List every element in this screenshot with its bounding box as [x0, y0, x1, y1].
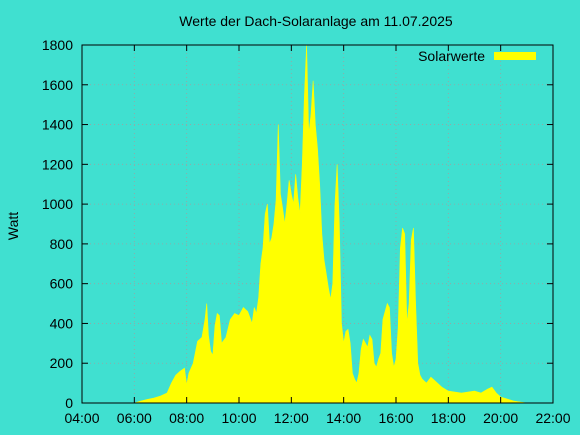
- y-tick-label: 0: [65, 395, 73, 411]
- x-tick-label: 06:00: [117, 410, 152, 426]
- grid-layer: [82, 45, 553, 403]
- chart-title: Werte der Dach-Solaranlage am 11.07.2025: [179, 13, 453, 29]
- y-tick-label: 1200: [42, 156, 73, 172]
- area-layer: [134, 44, 527, 404]
- series-area-solarwerte: [134, 44, 527, 404]
- y-tick-label: 1400: [42, 117, 73, 133]
- y-tick-label: 200: [50, 355, 74, 371]
- x-tick-label: 04:00: [64, 410, 99, 426]
- plot-frame: [81, 44, 554, 404]
- tick-layer: 0 200 400 600 800 1000 1200 1400 1600 1800 04:00 06…: [42, 37, 571, 426]
- y-axis-label: Watt: [5, 212, 21, 240]
- x-tick-label: 10:00: [221, 410, 256, 426]
- y-tick-label: 600: [50, 276, 74, 292]
- legend-label-solarwerte: Solarwerte: [418, 48, 485, 64]
- y-tick-label: 1000: [42, 196, 73, 212]
- axis-layer: [81, 44, 554, 404]
- x-tick-label: 14:00: [326, 410, 361, 426]
- y-tick-label: 400: [50, 315, 74, 331]
- y-tick-label: 1800: [42, 37, 73, 53]
- x-tick-label: 12:00: [274, 410, 309, 426]
- legend: Solarwerte: [418, 48, 536, 64]
- x-tick-label: 20:00: [483, 410, 518, 426]
- y-tick-label: 1600: [42, 77, 73, 93]
- x-tick-label: 22:00: [535, 410, 570, 426]
- legend-swatch-solarwerte: [494, 52, 536, 60]
- x-tick-label: 16:00: [378, 410, 413, 426]
- x-tick-label: 18:00: [431, 410, 466, 426]
- y-tick-label: 800: [50, 236, 74, 252]
- x-tick-label: 08:00: [169, 410, 204, 426]
